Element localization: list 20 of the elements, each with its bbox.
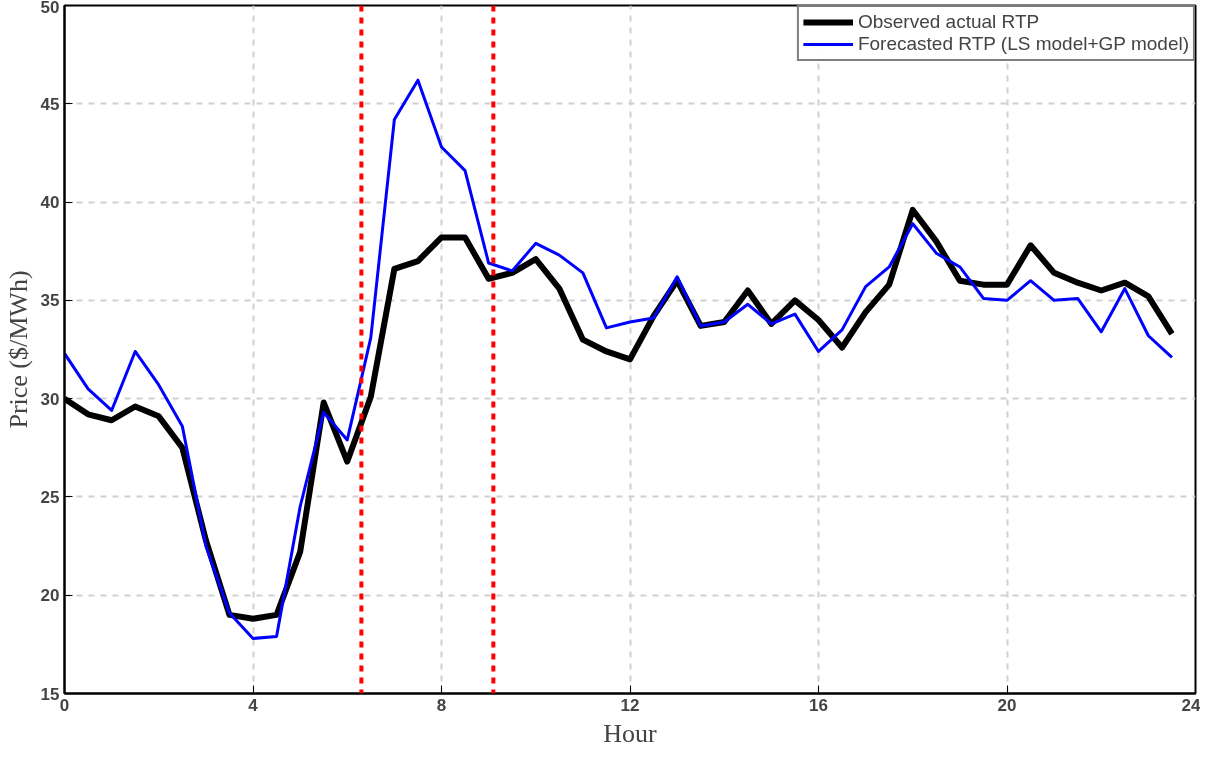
legend-label: Forecasted RTP (LS model+GP model)	[857, 33, 1189, 55]
x-tick-label: 24	[1181, 695, 1202, 715]
line-series	[64, 78, 1174, 640]
x-tick-label: 16	[809, 695, 828, 715]
x-axis-title: Hour	[603, 718, 658, 748]
x-tick-label: 8	[436, 695, 447, 715]
y-tick-label: 30	[40, 389, 60, 409]
legend-label: Observed actual RTP	[857, 11, 1040, 33]
y-axis-title: Price ($/MWh)	[3, 270, 33, 429]
y-tick-label: 25	[40, 487, 60, 507]
y-tick-label: 50	[40, 0, 60, 17]
y-tick-label: 15	[40, 684, 60, 704]
y-tick-label: 45	[40, 94, 60, 114]
x-tick-label: 0	[59, 695, 70, 715]
x-tick-label: 20	[997, 695, 1017, 715]
x-tick-label: 4	[248, 695, 259, 715]
y-tick-label: 20	[40, 586, 60, 606]
x-tick-label: 12	[620, 695, 640, 715]
y-tick-label: 40	[40, 193, 60, 213]
y-tick-label: 35	[40, 291, 60, 311]
